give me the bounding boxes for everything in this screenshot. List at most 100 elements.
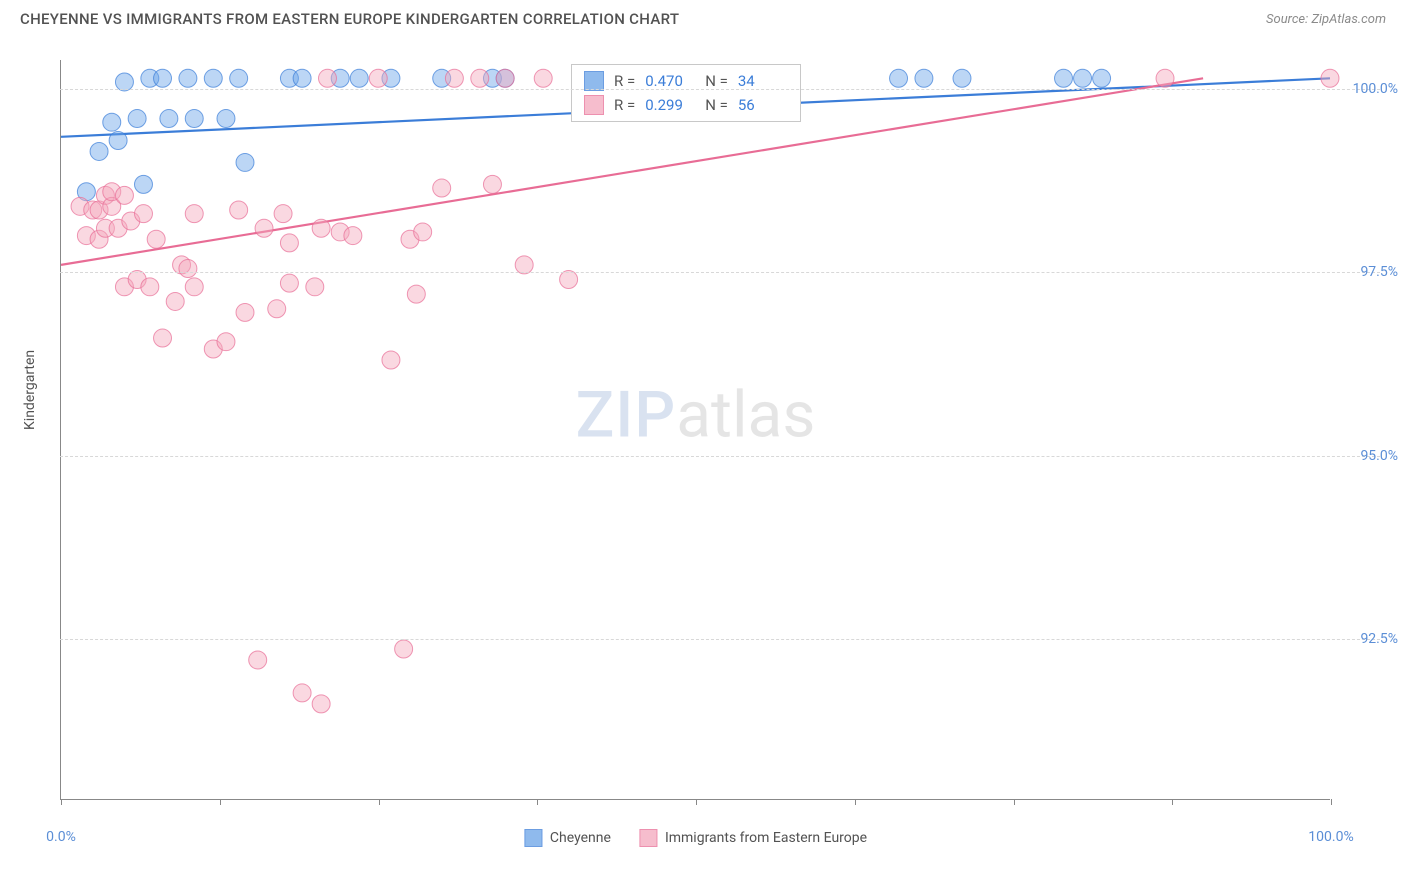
legend-swatch-immigrants (639, 829, 657, 847)
data-point (230, 201, 248, 219)
y-axis-label: Kindergarten (22, 350, 38, 430)
data-point (382, 351, 400, 369)
source-prefix: Source: (1266, 12, 1311, 27)
data-point (249, 651, 267, 669)
x-tick (1014, 799, 1015, 805)
data-point (90, 142, 108, 160)
n-label-2: N = (705, 96, 728, 114)
y-tick-label: 100.0% (1353, 81, 1398, 97)
r-label-2: R = (614, 96, 635, 114)
data-point (1074, 69, 1092, 87)
x-tick-label: 0.0% (46, 829, 76, 845)
chart-title: CHEYENNE VS IMMIGRANTS FROM EASTERN EURO… (20, 10, 679, 28)
r-label: R = (614, 72, 635, 90)
gridline-h (60, 456, 1380, 457)
source-credit: Source: ZipAtlas.com (1266, 12, 1386, 27)
data-point (280, 234, 298, 252)
data-point (109, 131, 127, 149)
data-point (1156, 69, 1174, 87)
legend-item-immigrants: Immigrants from Eastern Europe (639, 829, 867, 847)
legend-swatch-cheyenne (524, 829, 542, 847)
data-point (185, 205, 203, 223)
data-point (185, 278, 203, 296)
data-point (236, 303, 254, 321)
data-point (179, 69, 197, 87)
x-tick (220, 799, 221, 805)
data-point (471, 69, 489, 87)
legend-label-immigrants: Immigrants from Eastern Europe (665, 830, 867, 846)
data-point (236, 153, 254, 171)
data-point (185, 110, 203, 128)
stats-swatch-immigrants (584, 95, 604, 115)
legend-item-cheyenne: Cheyenne (524, 829, 611, 847)
data-point (312, 219, 330, 237)
data-point (407, 285, 425, 303)
data-point (483, 175, 501, 193)
x-tick (1331, 799, 1332, 805)
data-point (312, 695, 330, 713)
n-label: N = (705, 72, 728, 90)
data-point (350, 69, 368, 87)
data-point (280, 274, 298, 292)
x-tick (1172, 799, 1173, 805)
data-point (115, 186, 133, 204)
n-value-cheyenne: 34 (738, 72, 788, 90)
data-point (915, 69, 933, 87)
data-point (369, 69, 387, 87)
data-point (1093, 69, 1111, 87)
data-point (274, 205, 292, 223)
data-point (204, 69, 222, 87)
data-point (179, 260, 197, 278)
plot-area: ZIPatlas R = 0.470 N = 34 R = 0.299 N = … (60, 60, 1330, 800)
gridline-h (60, 272, 1380, 273)
data-point (318, 69, 336, 87)
data-point (306, 278, 324, 296)
legend: Cheyenne Immigrants from Eastern Europe (524, 829, 867, 847)
x-tick (537, 799, 538, 805)
data-point (515, 256, 533, 274)
data-point (1055, 69, 1073, 87)
y-tick-label: 92.5% (1360, 631, 1398, 647)
data-point (433, 179, 451, 197)
data-point (217, 110, 235, 128)
data-point (134, 175, 152, 193)
legend-label-cheyenne: Cheyenne (550, 830, 611, 846)
x-tick-label: 100.0% (1308, 829, 1353, 845)
data-point (255, 219, 273, 237)
gridline-h (60, 639, 1380, 640)
data-point (890, 69, 908, 87)
y-tick-label: 97.5% (1360, 264, 1398, 280)
chart-header: CHEYENNE VS IMMIGRANTS FROM EASTERN EURO… (0, 0, 1406, 36)
data-point (293, 684, 311, 702)
r-value-immigrants: 0.299 (645, 96, 695, 114)
stats-row-immigrants: R = 0.299 N = 56 (584, 93, 788, 117)
data-point (268, 300, 286, 318)
data-point (128, 110, 146, 128)
y-tick-label: 95.0% (1360, 448, 1398, 464)
data-point (154, 69, 172, 87)
data-point (414, 223, 432, 241)
data-point (230, 69, 248, 87)
n-value-immigrants: 56 (738, 96, 788, 114)
data-point (147, 230, 165, 248)
x-tick (696, 799, 697, 805)
x-tick (379, 799, 380, 805)
data-point (344, 227, 362, 245)
data-point (395, 640, 413, 658)
x-tick (855, 799, 856, 805)
data-point (293, 69, 311, 87)
data-point (160, 110, 178, 128)
data-point (141, 278, 159, 296)
source-name: ZipAtlas.com (1311, 12, 1386, 27)
data-point (953, 69, 971, 87)
data-point (154, 329, 172, 347)
data-point (103, 113, 121, 131)
r-value-cheyenne: 0.470 (645, 72, 695, 90)
data-point (166, 292, 184, 310)
gridline-h (60, 89, 1380, 90)
data-point (115, 73, 133, 91)
stats-swatch-cheyenne (584, 71, 604, 91)
data-point (496, 69, 514, 87)
data-point (445, 69, 463, 87)
data-point (217, 333, 235, 351)
